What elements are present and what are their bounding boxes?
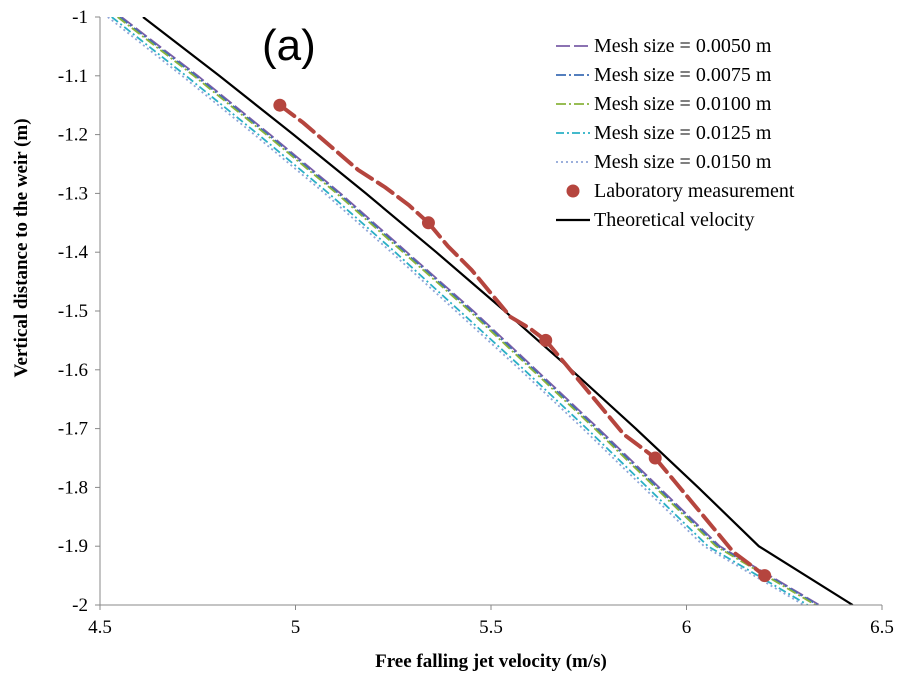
measurement-segment-0 bbox=[277, 103, 431, 225]
x-axis-title: Free falling jet velocity (m/s) bbox=[375, 651, 607, 672]
x-tick-label: 5.5 bbox=[479, 617, 503, 638]
x-tick-label: 6.5 bbox=[870, 617, 894, 638]
panel-label: (a) bbox=[262, 21, 316, 70]
legend-label: Mesh size = 0.0100 m bbox=[594, 93, 772, 115]
y-tick-label: -1 bbox=[72, 7, 88, 28]
x-ticks: 4.5 5 5.5 6 6.5 bbox=[88, 605, 894, 638]
measurement-point-0 bbox=[273, 98, 287, 112]
series-line-1 bbox=[118, 17, 818, 605]
legend-label: Mesh size = 0.0050 m bbox=[594, 35, 772, 57]
y-tick-label: -1.8 bbox=[58, 477, 88, 498]
legend-entry: Mesh size = 0.0100 m bbox=[556, 93, 772, 115]
x-tick-label: 4.5 bbox=[88, 617, 112, 638]
series-line-3 bbox=[111, 17, 809, 605]
measurement-point-1 bbox=[421, 216, 435, 230]
legend-entry: Mesh size = 0.0150 m bbox=[556, 151, 772, 173]
y-ticks: -1 -1.1 -1.2 -1.3 -1.4 -1.5 -1.6 -1.7 -1.8 -1.9 -2 bbox=[58, 7, 100, 616]
y-axis-title: Vertical distance to the weir (m) bbox=[11, 118, 32, 377]
measurement-point-2 bbox=[539, 333, 553, 347]
measurement-segment-3 bbox=[653, 456, 767, 578]
series-lines bbox=[107, 17, 854, 605]
measurement-point-3 bbox=[648, 451, 662, 465]
y-tick-label: -2 bbox=[72, 595, 88, 616]
legend-marker bbox=[566, 184, 580, 198]
series-line-0 bbox=[120, 17, 820, 605]
y-tick-label: -1.9 bbox=[58, 536, 88, 557]
legend: Mesh size = 0.0050 m Mesh size = 0.0075 m… bbox=[556, 35, 795, 231]
legend-label: Mesh size = 0.0075 m bbox=[594, 64, 772, 86]
plot-area bbox=[107, 17, 854, 605]
legend-label: Theoretical velocity bbox=[594, 209, 754, 231]
y-tick-label: -1.4 bbox=[58, 242, 89, 263]
legend-label: Mesh size = 0.0150 m bbox=[594, 151, 772, 173]
x-tick-label: 5 bbox=[291, 617, 301, 638]
y-tick-label: -1.1 bbox=[58, 66, 88, 87]
legend-label: Mesh size = 0.0125 m bbox=[594, 122, 772, 144]
legend-entry: Mesh size = 0.0125 m bbox=[556, 122, 772, 144]
measurement-segment-2 bbox=[543, 338, 658, 460]
measurement-segment-1 bbox=[426, 220, 548, 343]
y-tick-label: -1.3 bbox=[58, 183, 88, 204]
axes: -1 -1.1 -1.2 -1.3 -1.4 -1.5 -1.6 -1.7 -1.8 -1.9 -2… bbox=[58, 7, 894, 638]
legend-entry: Laboratory measurement bbox=[566, 180, 795, 202]
legend-entry: Mesh size = 0.0050 m bbox=[556, 35, 772, 57]
measurement-point-4 bbox=[758, 569, 772, 583]
series-line-2 bbox=[117, 17, 816, 605]
legend-entry: Mesh size = 0.0075 m bbox=[556, 64, 772, 86]
series-line-4 bbox=[107, 17, 805, 605]
legend-label: Laboratory measurement bbox=[594, 180, 795, 202]
y-tick-label: -1.6 bbox=[58, 360, 88, 381]
y-tick-label: -1.2 bbox=[58, 125, 88, 146]
x-tick-label: 6 bbox=[682, 617, 692, 638]
y-tick-label: -1.7 bbox=[58, 419, 88, 440]
y-tick-label: -1.5 bbox=[58, 301, 88, 322]
legend-entry: Theoretical velocity bbox=[556, 209, 754, 231]
